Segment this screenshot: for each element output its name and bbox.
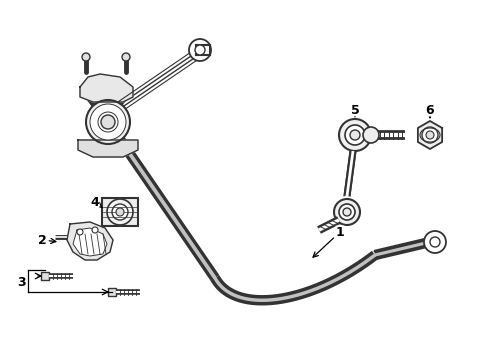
Circle shape <box>77 229 83 235</box>
Circle shape <box>92 227 98 233</box>
Circle shape <box>101 115 115 129</box>
Polygon shape <box>73 228 107 256</box>
Circle shape <box>98 112 118 132</box>
FancyBboxPatch shape <box>41 272 49 280</box>
Circle shape <box>94 108 122 136</box>
Circle shape <box>362 127 378 143</box>
Circle shape <box>195 45 204 55</box>
Circle shape <box>338 204 354 220</box>
Polygon shape <box>417 121 441 149</box>
Circle shape <box>86 100 130 144</box>
Text: 5: 5 <box>350 104 359 117</box>
Circle shape <box>82 53 90 61</box>
Circle shape <box>107 199 133 225</box>
Circle shape <box>90 104 126 140</box>
Circle shape <box>342 208 350 216</box>
Text: 6: 6 <box>425 104 433 118</box>
Circle shape <box>425 131 433 139</box>
Circle shape <box>429 237 439 247</box>
Circle shape <box>423 231 445 253</box>
Circle shape <box>333 199 359 225</box>
Polygon shape <box>80 74 133 102</box>
FancyBboxPatch shape <box>102 198 138 226</box>
Circle shape <box>116 208 124 216</box>
Circle shape <box>349 130 359 140</box>
Circle shape <box>189 39 210 61</box>
Polygon shape <box>78 140 138 157</box>
Circle shape <box>345 125 364 145</box>
Text: 3: 3 <box>18 275 26 288</box>
Circle shape <box>122 53 130 61</box>
Circle shape <box>338 119 370 151</box>
FancyBboxPatch shape <box>108 288 116 296</box>
Text: 1: 1 <box>312 225 344 257</box>
Text: 2: 2 <box>38 234 56 247</box>
Text: 4: 4 <box>90 195 102 208</box>
Circle shape <box>112 204 128 220</box>
Polygon shape <box>67 222 113 260</box>
Circle shape <box>421 127 437 143</box>
